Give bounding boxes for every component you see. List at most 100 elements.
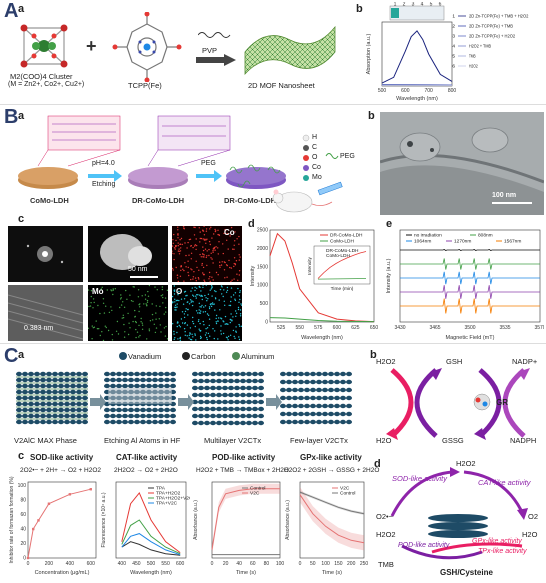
element-map-dot: [138, 336, 140, 338]
element-map-dot: [151, 313, 154, 316]
vanadium-atom: [252, 406, 258, 412]
element-map-dot: [199, 337, 202, 340]
bd-y-label: Intensity: [250, 266, 256, 287]
element-map-dot: [155, 305, 157, 307]
y-axis-label: Inhibitor rate of formazan formation (%): [9, 476, 15, 563]
element-map-dot: [164, 297, 167, 299]
element-map-dot: [218, 317, 220, 319]
vanadium-atom: [322, 403, 328, 409]
vanadium-atom: [16, 371, 22, 377]
hf-etch-band: [108, 388, 172, 404]
d-pod-label: POD-like activity: [398, 542, 450, 549]
bd-x-tick: 525: [277, 325, 286, 331]
element-map-dot: [177, 250, 180, 252]
vanadium-atom: [322, 395, 328, 401]
element-map-dot: [184, 310, 187, 313]
element-map-dot: [233, 244, 235, 246]
panel-letter-B: B: [4, 106, 19, 128]
absorption-x-label: Wavelength (nm): [396, 96, 438, 102]
element-map-dot: [224, 315, 227, 318]
element-map-dot: [138, 324, 140, 327]
element-map-dot: [241, 304, 242, 306]
epr-series-line: [400, 271, 540, 285]
be-legend-label: 1567nm: [504, 239, 521, 245]
vanadium-atom: [334, 411, 340, 417]
vanadium-atom: [222, 399, 228, 405]
vanadium-atom: [134, 383, 140, 389]
element-map-dot: [223, 232, 225, 235]
vanadium-atom: [34, 395, 40, 401]
element-map-dot: [122, 317, 125, 319]
vanadium-atom: [304, 387, 310, 393]
sub-letter-b-c: c: [18, 213, 25, 225]
element-map-dot: [210, 288, 212, 290]
vanadium-atom: [240, 406, 246, 412]
vanadium-atom: [116, 413, 122, 419]
vanadium-atom: [64, 377, 70, 383]
vanadium-atom: [158, 419, 164, 425]
element-map-dot: [129, 327, 131, 329]
element-map-dot: [128, 322, 130, 324]
element-map-dot: [226, 289, 229, 292]
element-map-dot: [212, 303, 214, 306]
vanadium-atom: [252, 378, 258, 384]
x-tick: 450: [132, 561, 141, 567]
atom-legend: [119, 352, 240, 360]
element-map-dot: [155, 312, 157, 314]
absorption-legend-num: 6: [452, 64, 455, 70]
vanadium-atom: [82, 383, 88, 389]
vanadium-atom: [64, 419, 70, 425]
vanadium-atom: [298, 403, 304, 409]
vanadium-atom: [216, 378, 222, 384]
element-map-dot: [173, 333, 175, 335]
element-map-dot: [199, 322, 201, 325]
vanadium-atom: [228, 399, 234, 405]
vanadium-atom: [22, 389, 28, 395]
x-tick: 0: [299, 561, 302, 567]
element-map-dot: [172, 245, 174, 247]
element-map-dot: [88, 289, 90, 291]
element-map-dot: [141, 324, 144, 326]
vanadium-atom: [34, 419, 40, 425]
element-map-dot: [232, 294, 235, 296]
vanadium-atom: [116, 377, 122, 383]
element-map-dot: [191, 333, 193, 335]
element-map-dot: [206, 338, 208, 341]
element-map-dot: [183, 227, 185, 229]
vanadium-atom: [246, 406, 252, 412]
element-map-dot: [141, 322, 143, 324]
vanadium-atom: [216, 371, 222, 377]
element-map-dot: [173, 258, 175, 261]
vanadium-atom: [28, 401, 34, 407]
element-map-dot: [187, 260, 189, 262]
element-map-dot: [105, 305, 107, 307]
element-map-dot: [208, 254, 210, 257]
element-map-dot: [172, 267, 174, 270]
element-map-dot: [187, 241, 189, 244]
vanadium-atom: [192, 399, 198, 405]
vanadium-atom: [316, 395, 322, 401]
gr-cycle-diagram: [386, 368, 530, 440]
element-map-dot: [194, 277, 197, 279]
element-map-dot: [204, 305, 207, 307]
element-map-dot: [209, 228, 211, 230]
element-map-dot: [119, 306, 121, 309]
vanadium-atom: [292, 411, 298, 417]
vanadium-atom: [122, 383, 128, 389]
vanadium-atom: [298, 379, 304, 385]
cluster-label: M2(COO)4 Cluster: [10, 72, 73, 81]
vanadium-atom: [22, 383, 28, 389]
x-tick: 600: [87, 561, 96, 567]
element-map-dot: [229, 321, 231, 324]
arrow-right-icon: [178, 394, 194, 410]
element-map-dot: [202, 320, 204, 323]
element-map-dot: [204, 294, 206, 297]
vanadium-atom: [334, 379, 340, 385]
vanadium-atom: [198, 378, 204, 384]
vanadium-atom: [52, 377, 58, 383]
element-map-dot: [190, 278, 192, 281]
vanadium-atom: [70, 413, 76, 419]
vanadium-atom: [170, 413, 176, 419]
element-map-dot: [103, 312, 106, 314]
legend-label: TPA+V2C: [156, 501, 178, 507]
